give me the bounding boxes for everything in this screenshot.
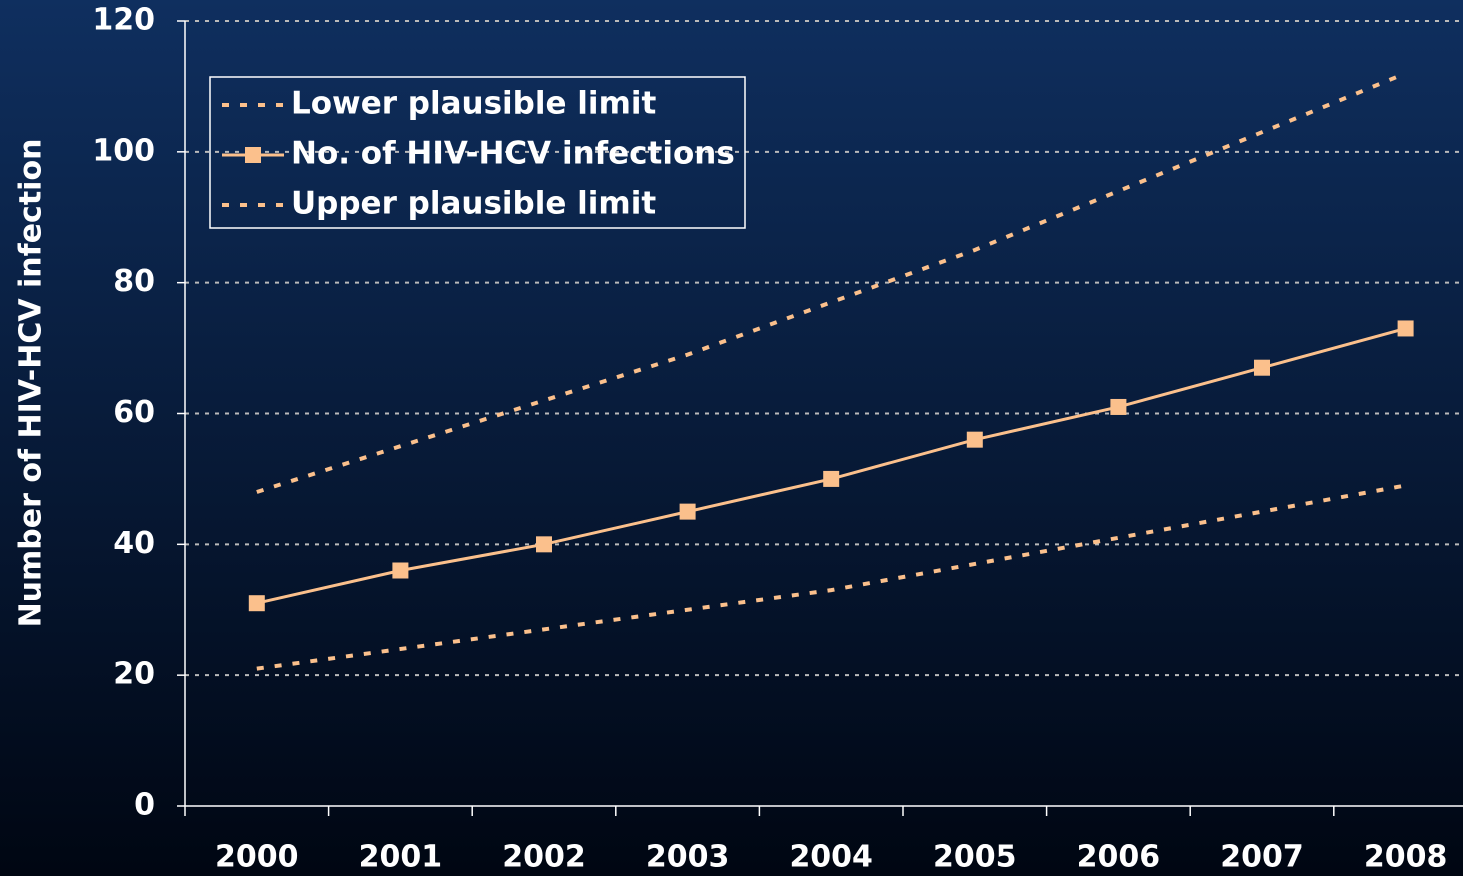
x-tick-label: 2003 (646, 840, 730, 875)
legend-label: Upper plausible limit (291, 186, 656, 222)
y-tick-label: 40 (113, 526, 155, 561)
legend: Lower plausible limit No. of HIV-HCV infe… (209, 76, 746, 229)
marker (679, 503, 696, 520)
legend-marker (245, 147, 261, 163)
line-series (256, 71, 1407, 494)
x-tick-label: 2001 (359, 840, 443, 875)
marker (1254, 359, 1270, 376)
legend-box (209, 76, 746, 229)
y-tick-label: 100 (92, 133, 155, 168)
x-tick-label: 2000 (215, 840, 299, 875)
x-tick-label: 2008 (1364, 840, 1448, 875)
y-tick-label: 80 (113, 264, 155, 299)
y-tick-label: 20 (113, 657, 155, 692)
y-axis-label: Number of HIV-HCV infection (14, 139, 49, 628)
legend-label: No. of HIV-HCV infections (291, 136, 735, 172)
marker (823, 470, 840, 487)
y-tick-label: 120 (92, 3, 155, 38)
marker (536, 536, 552, 553)
legend-label: Lower plausible limit (291, 86, 656, 122)
x-tick-label: 2006 (1077, 840, 1161, 875)
line-series (256, 483, 1406, 671)
marker (1110, 398, 1127, 415)
x-tick-label: 2005 (933, 840, 1017, 875)
y-tick-label: 60 (113, 395, 155, 430)
x-tick-label: 2004 (789, 840, 873, 875)
marker (966, 431, 983, 448)
x-tick-label: 2007 (1220, 840, 1304, 875)
marker (392, 562, 409, 579)
x-tick-label: 2002 (502, 840, 586, 875)
marker (248, 595, 265, 612)
y-tick-label: 0 (134, 788, 155, 823)
marker (1397, 320, 1414, 337)
